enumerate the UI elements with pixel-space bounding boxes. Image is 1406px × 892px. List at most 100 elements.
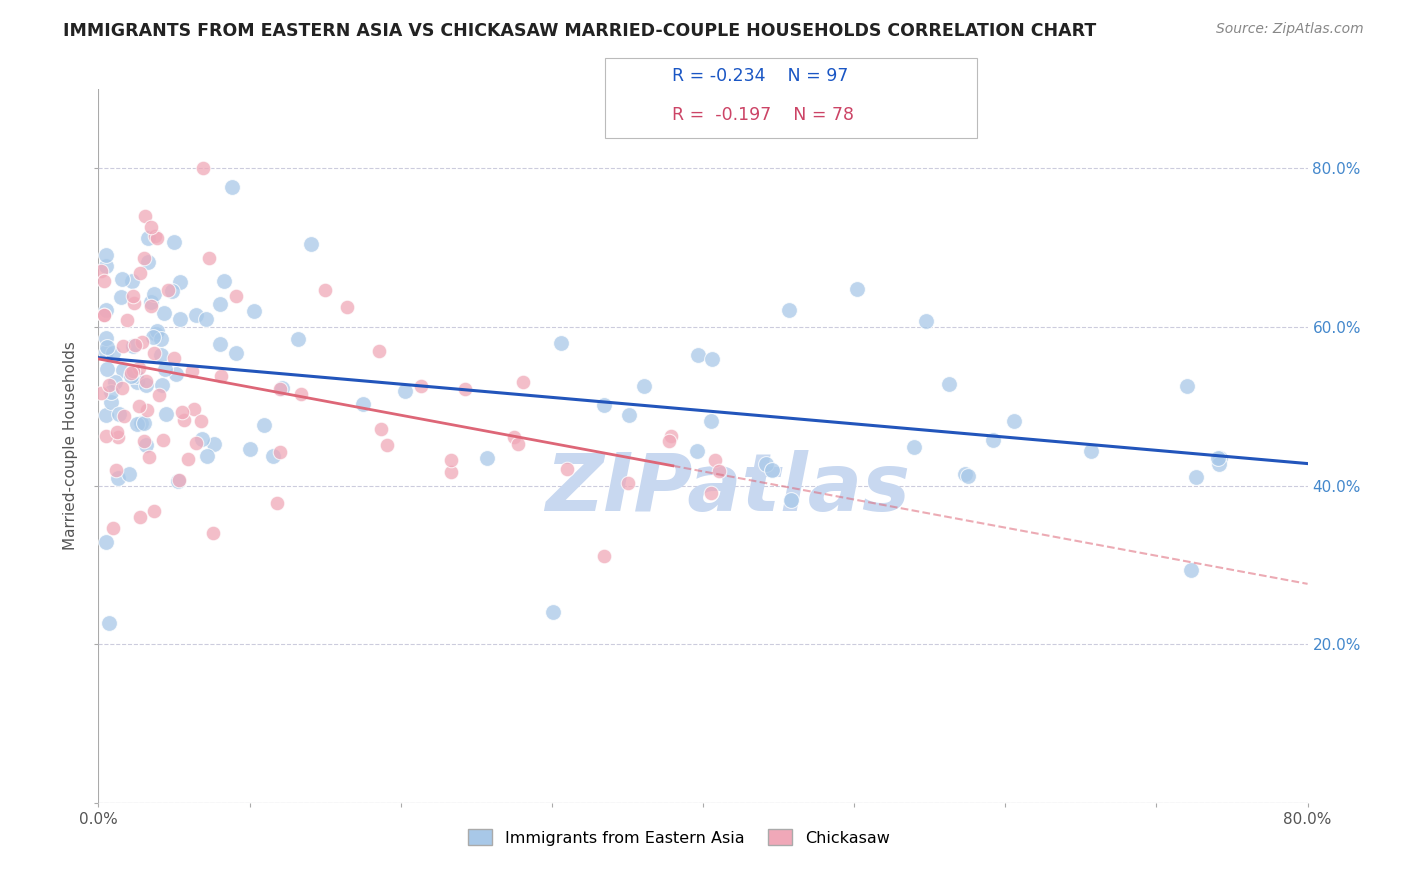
Point xyxy=(149,348,172,362)
Point xyxy=(122,295,145,310)
Point xyxy=(269,445,291,459)
Point xyxy=(94,535,117,549)
Point xyxy=(94,344,117,359)
Point xyxy=(134,416,156,430)
Point xyxy=(103,345,125,359)
Point xyxy=(143,229,166,244)
Point xyxy=(201,525,224,540)
Point xyxy=(169,275,191,289)
Point xyxy=(139,294,162,309)
Point xyxy=(290,387,312,401)
Point xyxy=(184,436,207,450)
Point xyxy=(239,442,262,456)
Point xyxy=(170,405,193,419)
Point xyxy=(142,287,165,301)
Point xyxy=(367,344,389,359)
Point xyxy=(704,453,727,467)
Point xyxy=(100,394,122,409)
Point xyxy=(981,433,1004,447)
Point xyxy=(124,338,146,352)
Point xyxy=(93,274,115,288)
Point xyxy=(94,303,117,318)
Point xyxy=(122,289,145,303)
Point xyxy=(94,331,117,345)
Point xyxy=(155,407,177,421)
Point xyxy=(440,453,463,467)
Point xyxy=(115,313,138,327)
Point xyxy=(541,606,564,620)
Point xyxy=(94,408,117,422)
Text: ZIPatlas: ZIPatlas xyxy=(544,450,910,528)
Point xyxy=(195,449,218,463)
Point xyxy=(98,615,121,630)
Point xyxy=(108,408,131,422)
Point xyxy=(163,351,186,366)
Point xyxy=(129,510,152,524)
Point xyxy=(142,330,165,344)
Point xyxy=(1185,470,1208,484)
Point xyxy=(336,301,359,315)
Point xyxy=(148,388,170,402)
Point xyxy=(1206,451,1229,466)
Point xyxy=(156,283,179,297)
Text: IMMIGRANTS FROM EASTERN ASIA VS CHICKASAW MARRIED-COUPLE HOUSEHOLDS CORRELATION : IMMIGRANTS FROM EASTERN ASIA VS CHICKASA… xyxy=(63,22,1097,40)
Point xyxy=(132,251,155,265)
Point xyxy=(221,179,243,194)
Point xyxy=(593,398,616,412)
Point xyxy=(440,465,463,479)
Point xyxy=(1180,563,1202,577)
Point xyxy=(409,379,432,393)
Point xyxy=(135,438,157,452)
Point xyxy=(129,416,152,430)
Point xyxy=(657,434,679,449)
Point xyxy=(506,436,529,450)
Point xyxy=(135,378,157,392)
Point xyxy=(136,255,159,269)
Point xyxy=(98,377,121,392)
Point xyxy=(112,409,135,423)
Point xyxy=(370,422,392,436)
Point xyxy=(149,332,172,346)
Point xyxy=(592,549,614,564)
Text: R = -0.234    N = 97: R = -0.234 N = 97 xyxy=(672,67,848,85)
Point xyxy=(262,449,284,463)
Point xyxy=(139,299,162,313)
Point xyxy=(1175,379,1198,393)
Point xyxy=(1208,457,1230,471)
Point xyxy=(225,346,247,360)
Point xyxy=(153,362,176,376)
Point xyxy=(186,308,208,322)
Point xyxy=(903,440,925,454)
Point xyxy=(173,413,195,427)
Point xyxy=(195,312,218,326)
Point xyxy=(143,504,166,518)
Point xyxy=(761,462,783,476)
Point xyxy=(314,284,336,298)
Point xyxy=(269,382,291,396)
Point xyxy=(550,336,572,351)
Point xyxy=(143,345,166,359)
Point xyxy=(454,382,477,396)
Point xyxy=(779,302,801,317)
Point xyxy=(111,339,134,353)
Point xyxy=(209,337,232,351)
Point xyxy=(287,332,309,346)
Point xyxy=(125,417,148,431)
Point xyxy=(700,486,723,500)
Point xyxy=(111,272,134,286)
Point xyxy=(90,386,112,401)
Point xyxy=(686,443,709,458)
Point xyxy=(755,457,778,471)
Point xyxy=(100,384,122,399)
Point xyxy=(503,430,526,444)
Point xyxy=(700,351,723,366)
Point xyxy=(93,308,115,322)
Point xyxy=(938,376,960,391)
Point xyxy=(375,438,398,452)
Point xyxy=(94,248,117,262)
Point xyxy=(266,496,288,510)
Point xyxy=(128,360,150,375)
Point xyxy=(953,467,976,482)
Point xyxy=(94,429,117,443)
Point xyxy=(118,467,141,482)
